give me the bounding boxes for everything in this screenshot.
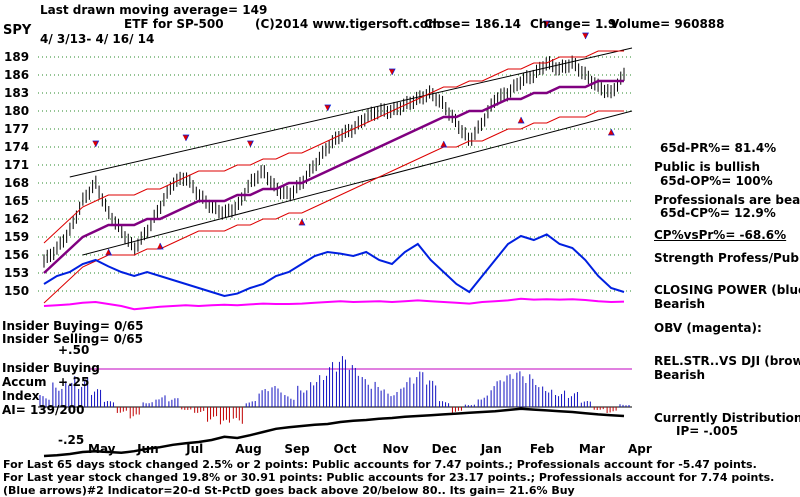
month-label: Feb [530, 442, 555, 456]
copyright: (C)2014 www.tigersoft.com [255, 17, 441, 31]
buy-arrow [298, 218, 306, 226]
signal-arrows [92, 20, 615, 256]
buy-arrow [105, 248, 113, 256]
price-grid [38, 56, 632, 292]
sell-arrow [582, 32, 589, 40]
date-range: 4/ 3/13- 4/ 16/ 14 [40, 32, 155, 46]
obv-line [43, 297, 625, 311]
insider-buying-ratio: Insider Buying= 0/65 [2, 319, 144, 333]
sell-arrow [182, 134, 190, 142]
insider-selling-ratio: Insider Selling= 0/65 [2, 332, 144, 346]
public-status: Public is bullish [654, 160, 761, 174]
month-label: Jul [185, 442, 203, 456]
ip-value: IP= -.005 [676, 424, 739, 438]
moving-average-line [43, 79, 624, 274]
closing-power-status: Bearish [654, 297, 706, 311]
month-label: Oct [333, 442, 356, 456]
accum-minus25: -.25 [58, 433, 85, 447]
ai-value: AI= 139/200 [2, 403, 85, 417]
accum-plus50: +.50 [58, 343, 90, 357]
accum-label: Accum [2, 375, 47, 389]
change-value: Change= 1.9 [530, 17, 617, 31]
sell-arrow [324, 104, 332, 112]
sell-arrow [247, 140, 254, 148]
price-tick-label: 174 [4, 140, 29, 154]
upper-band [43, 50, 624, 244]
relstr-status: Bearish [654, 368, 706, 382]
buy-arrow [608, 128, 615, 136]
index-label: Index [2, 389, 40, 403]
price-tick-label: 171 [4, 158, 29, 172]
price-tick-label: 177 [4, 122, 29, 136]
price-series [43, 50, 625, 304]
price-tick-labels: 189 186 183 180 177 174 171 168 165 162 159 156 153 1… [4, 50, 29, 298]
month-label: Jun [136, 442, 159, 456]
lower-band [43, 110, 624, 304]
month-label: Aug [235, 442, 261, 456]
pros-status: Professionals are bearish [654, 193, 800, 207]
month-labels: May Jun Jul Aug Sep Oct Nov Dec Jan Feb Mar Apr [88, 442, 652, 456]
distribution-label: Currently Distribution [654, 411, 800, 425]
strength-ratio: Strength Profess/Pub= .7 [654, 251, 800, 265]
price-tick-label: 183 [4, 86, 29, 100]
cp-vs-pr: CP%vsPr%= -68.6% [654, 228, 787, 242]
obv-label: OBV (magenta): [654, 321, 762, 335]
sell-arrow [543, 20, 551, 28]
price-tick-label: 159 [4, 230, 29, 244]
price-tick-label: 153 [4, 266, 29, 280]
rel-strength-line [43, 407, 625, 458]
cp-value: 65d-CP%= 12.9% [660, 206, 776, 220]
price-tick-label: 180 [4, 104, 29, 118]
footer-line-3: (Blue arrows)#2 Indicator=20-d St-PctD g… [3, 484, 575, 497]
month-label: Jan [480, 442, 502, 456]
month-label: Apr [628, 442, 652, 456]
price-tick-label: 168 [4, 176, 29, 190]
sell-arrow [92, 140, 100, 148]
insider-buying-label: Insider Buying [2, 361, 100, 375]
closing-power-line [43, 233, 625, 298]
pr-value: 65d-PR%= 81.4% [660, 141, 777, 155]
month-label: Nov [383, 442, 409, 456]
op-value: 65d-OP%= 100% [660, 174, 773, 188]
close-value: Close= 186.14 [424, 17, 521, 31]
price-tick-label: 162 [4, 212, 29, 226]
month-label: Mar [579, 442, 605, 456]
trend-channel [69, 47, 633, 256]
accum-plus25: +.25 [58, 375, 90, 389]
price-tick-label: 186 [4, 68, 29, 82]
description: ETF for SP-500 [124, 17, 224, 31]
ma-note: Last drawn moving average= 149 [40, 3, 268, 17]
footer-line-2: For Last year stock changed 19.8% or 30.… [3, 471, 775, 484]
volume-value: Volume= 960888 [610, 17, 725, 31]
month-label: May [88, 442, 116, 456]
lower-indicators [38, 233, 632, 458]
lower-channel-line [82, 110, 633, 256]
price-tick-label: 150 [4, 284, 29, 298]
relstr-label: REL.STR..VS DJI (brown) [654, 354, 800, 368]
price-tick-label: 156 [4, 248, 29, 262]
buy-arrow [157, 242, 164, 250]
upper-channel-line [69, 47, 633, 178]
buy-arrow [517, 116, 525, 124]
footer-line-1: For Last 65 days stock changed 2.5% or 2… [3, 458, 757, 471]
price-tick-label: 165 [4, 194, 29, 208]
closing-power-label: CLOSING POWER (blue): [654, 283, 800, 297]
month-label: Dec [432, 442, 457, 456]
buy-arrow [440, 140, 448, 148]
month-label: Sep [284, 442, 310, 456]
price-tick-label: 189 [4, 50, 29, 64]
ticker: SPY [3, 23, 32, 38]
sell-arrow [389, 68, 396, 76]
